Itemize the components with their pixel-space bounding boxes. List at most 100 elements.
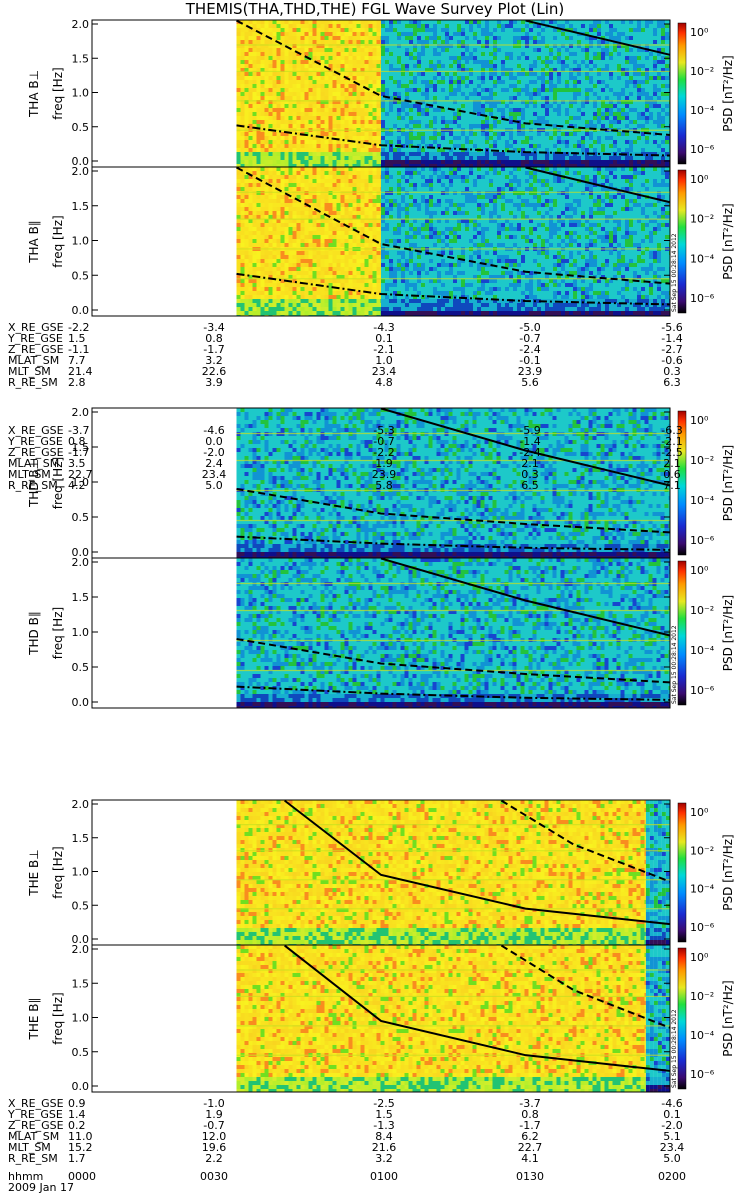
spectrogram-cell [633, 116, 637, 120]
spectrogram-cell [645, 120, 649, 124]
spectrogram-cell [245, 167, 249, 171]
spectrogram-cell [545, 104, 549, 108]
spectrogram-cell [621, 52, 625, 56]
spectrogram-cell [457, 136, 461, 140]
spectrogram-cell [369, 48, 373, 52]
spectrogram-cell [257, 72, 261, 76]
spectrogram-cell [369, 28, 373, 32]
spectrogram-cell [629, 56, 633, 60]
spectrogram-cell [317, 132, 321, 136]
spectrogram-cell [317, 239, 321, 243]
spectrogram-cell [465, 92, 469, 96]
spectrogram-cell [457, 160, 461, 164]
spectrogram-cell [553, 160, 557, 164]
spectrogram-cell [409, 108, 413, 112]
spectrogram-cell [417, 56, 421, 60]
spectrogram-cell [621, 148, 625, 152]
spectrogram-cell [341, 48, 345, 52]
spectrogram-cell [453, 152, 457, 156]
spectrogram-cell [293, 140, 297, 144]
spectrogram-cell [561, 116, 565, 120]
spectrogram-cell [613, 104, 617, 108]
spectrogram-cell [613, 160, 617, 164]
spectrogram-cell [509, 132, 513, 136]
spectrogram-cell [413, 64, 417, 68]
spectrogram-cell [273, 92, 277, 96]
spectrogram-cell [289, 203, 293, 207]
spectrogram-cell [325, 191, 329, 195]
spectrogram-cell [261, 144, 265, 148]
spectrogram-cell [485, 144, 489, 148]
spectrogram-cell [577, 140, 581, 144]
spectrogram-cell [505, 144, 509, 148]
spectrogram-cell [529, 76, 533, 80]
spectrogram-cell [537, 116, 541, 120]
spectrogram-cell [449, 120, 453, 124]
spectrogram-cell [405, 108, 409, 112]
spectrogram-cell [289, 96, 293, 100]
spectrogram-cell [397, 28, 401, 32]
spectrogram-cell [325, 24, 329, 28]
spectrogram-cell [285, 160, 289, 164]
spectrogram-cell [245, 112, 249, 116]
spectrogram-cell [337, 40, 341, 44]
spectrogram-cell [433, 156, 437, 160]
spectrogram-cell [613, 144, 617, 148]
spectrogram-cell [449, 116, 453, 120]
spectrogram-cell [333, 160, 337, 164]
spectrogram-cell [477, 72, 481, 76]
spectrogram-cell [569, 92, 573, 96]
spectrogram-cell [465, 136, 469, 140]
spectrogram-cell [501, 32, 505, 36]
spectrogram-cell [305, 303, 309, 307]
y-tick-label: 1.5 [72, 52, 90, 65]
spectrogram-cell [509, 104, 513, 108]
spectrogram-cell [269, 267, 273, 271]
spectrogram-cell [381, 88, 385, 92]
spectrogram-cell [585, 140, 589, 144]
spectrogram-cell [253, 132, 257, 136]
spectrogram-cell [273, 191, 277, 195]
spectrogram-cell [573, 52, 577, 56]
spectrogram-cell [349, 36, 353, 40]
spectrogram-cell [521, 124, 525, 128]
spectrogram-cell [465, 152, 469, 156]
spectrogram-cell [333, 40, 337, 44]
spectrogram-cell [309, 303, 313, 307]
spectrogram-cell [321, 96, 325, 100]
spectrogram-cell [249, 179, 253, 183]
spectrogram-cell [393, 32, 397, 36]
spectrogram-cell [361, 108, 365, 112]
spectrogram-cell [581, 48, 585, 52]
spectrogram-cell [273, 140, 277, 144]
spectrogram-cell [557, 72, 561, 76]
spectrogram-cell [413, 112, 417, 116]
spectrogram-cell [489, 84, 493, 88]
spectrogram-cell [509, 80, 513, 84]
spectrogram-cell [629, 76, 633, 80]
spectrogram-cell [609, 124, 613, 128]
spectrogram-cell [565, 140, 569, 144]
spectrogram-cell [349, 20, 353, 24]
spectrogram-cell [289, 88, 293, 92]
spectrogram-cell [617, 144, 621, 148]
spectrogram-cell [393, 88, 397, 92]
spectrogram-cell [381, 116, 385, 120]
spectrogram-cell [377, 28, 381, 32]
spectrogram-cell [493, 72, 497, 76]
spectrogram-cell [521, 160, 525, 164]
spectrogram-cell [397, 88, 401, 92]
spectrogram-cell [349, 120, 353, 124]
spectrogram-cell [317, 152, 321, 156]
spectrogram-cell [421, 140, 425, 144]
spectrogram-cell [273, 303, 277, 307]
spectrogram-cell [453, 76, 457, 80]
spectrogram-cell [301, 235, 305, 239]
spectrogram-cell [501, 156, 505, 160]
spectrogram-cell [249, 303, 253, 307]
spectrogram-cell [533, 104, 537, 108]
spectrogram-cell [297, 307, 301, 311]
spectrogram-cell [301, 148, 305, 152]
spectrogram-cell [293, 191, 297, 195]
spectrogram-cell [589, 124, 593, 128]
